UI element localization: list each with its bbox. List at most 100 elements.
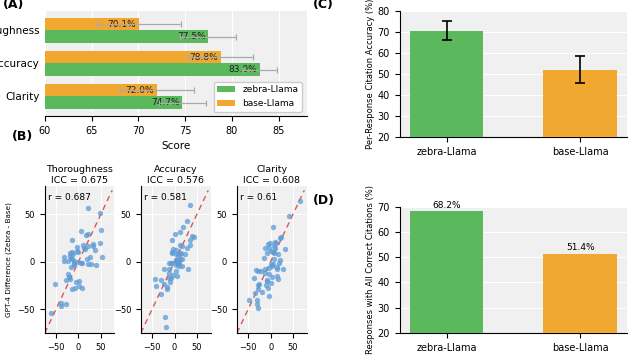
Point — [164, 270, 175, 276]
Point — [173, 252, 183, 257]
Point — [63, 271, 74, 277]
Point — [83, 243, 93, 249]
Point — [268, 243, 278, 249]
Bar — [45, 51, 221, 63]
Point — [61, 301, 71, 307]
Point — [174, 251, 184, 257]
Point — [69, 258, 79, 263]
Point — [83, 231, 93, 237]
Point — [58, 258, 68, 263]
Text: (C): (C) — [313, 0, 334, 11]
Point — [156, 291, 166, 297]
Point — [83, 205, 93, 211]
Point — [159, 266, 170, 272]
X-axis label: Score: Score — [161, 141, 190, 151]
Point — [278, 266, 288, 272]
Point — [156, 277, 166, 282]
Point — [171, 247, 181, 252]
Text: 78.8%: 78.8% — [189, 53, 218, 62]
Point — [264, 293, 274, 299]
Text: r = 0.581: r = 0.581 — [145, 193, 188, 202]
Point — [171, 268, 181, 274]
Point — [172, 273, 182, 279]
Point — [65, 276, 75, 282]
Point — [264, 245, 274, 251]
Point — [167, 237, 177, 243]
Point — [74, 278, 84, 284]
Point — [256, 268, 266, 274]
Point — [172, 259, 182, 265]
Point — [249, 275, 259, 280]
Point — [69, 262, 79, 268]
Point — [85, 255, 95, 260]
X-axis label: Manual Difference (Zebra - Base): Manual Difference (Zebra - Base) — [212, 357, 332, 358]
Point — [273, 251, 283, 257]
Point — [269, 256, 279, 262]
Point — [173, 261, 183, 267]
Point — [76, 260, 86, 266]
Point — [167, 250, 177, 256]
Point — [67, 286, 77, 292]
Point — [269, 250, 279, 256]
Point — [49, 281, 60, 287]
Point — [164, 275, 174, 281]
Bar — [543, 70, 617, 179]
Bar — [45, 18, 140, 30]
Text: (A): (A) — [3, 0, 24, 11]
Point — [183, 266, 193, 272]
Point — [295, 198, 305, 204]
Point — [164, 260, 174, 266]
Point — [266, 261, 276, 267]
Point — [67, 237, 77, 243]
Point — [268, 224, 278, 230]
Point — [71, 279, 81, 285]
Point — [250, 290, 260, 296]
Point — [266, 248, 276, 253]
Point — [159, 314, 170, 320]
Point — [251, 267, 261, 273]
Point — [253, 286, 263, 292]
Point — [265, 240, 275, 246]
Text: 72.0%: 72.0% — [125, 86, 154, 95]
Point — [72, 244, 82, 250]
Point — [269, 245, 280, 251]
Point — [272, 273, 282, 279]
Point — [185, 203, 195, 208]
Point — [95, 240, 106, 245]
Point — [166, 260, 176, 265]
Point — [88, 243, 99, 249]
Text: 51.4%: 51.4% — [566, 243, 595, 252]
Point — [172, 257, 182, 262]
Point — [56, 303, 66, 308]
Point — [259, 270, 269, 275]
Point — [272, 265, 282, 270]
Bar — [410, 31, 483, 179]
Point — [165, 279, 175, 285]
Point — [188, 233, 198, 239]
Point — [170, 231, 180, 237]
Point — [252, 301, 262, 307]
X-axis label: Manual Difference (Zebra - Base): Manual Difference (Zebra - Base) — [20, 357, 140, 358]
Point — [67, 256, 77, 262]
Point — [280, 247, 290, 252]
Text: 77.5%: 77.5% — [177, 32, 205, 41]
Bar — [543, 253, 617, 358]
Point — [65, 253, 75, 259]
Text: 68.2%: 68.2% — [432, 201, 461, 210]
Point — [91, 262, 101, 268]
Point — [275, 235, 285, 241]
Point — [83, 256, 93, 262]
Point — [86, 261, 96, 266]
Point — [90, 247, 100, 252]
Point — [244, 297, 255, 303]
Point — [252, 305, 262, 310]
Point — [73, 249, 83, 255]
Point — [267, 274, 277, 280]
Text: (D): (D) — [313, 194, 335, 207]
Point — [80, 246, 90, 252]
Point — [68, 251, 78, 257]
Point — [268, 261, 278, 267]
Point — [72, 248, 82, 254]
Point — [174, 229, 184, 234]
Point — [177, 263, 187, 269]
